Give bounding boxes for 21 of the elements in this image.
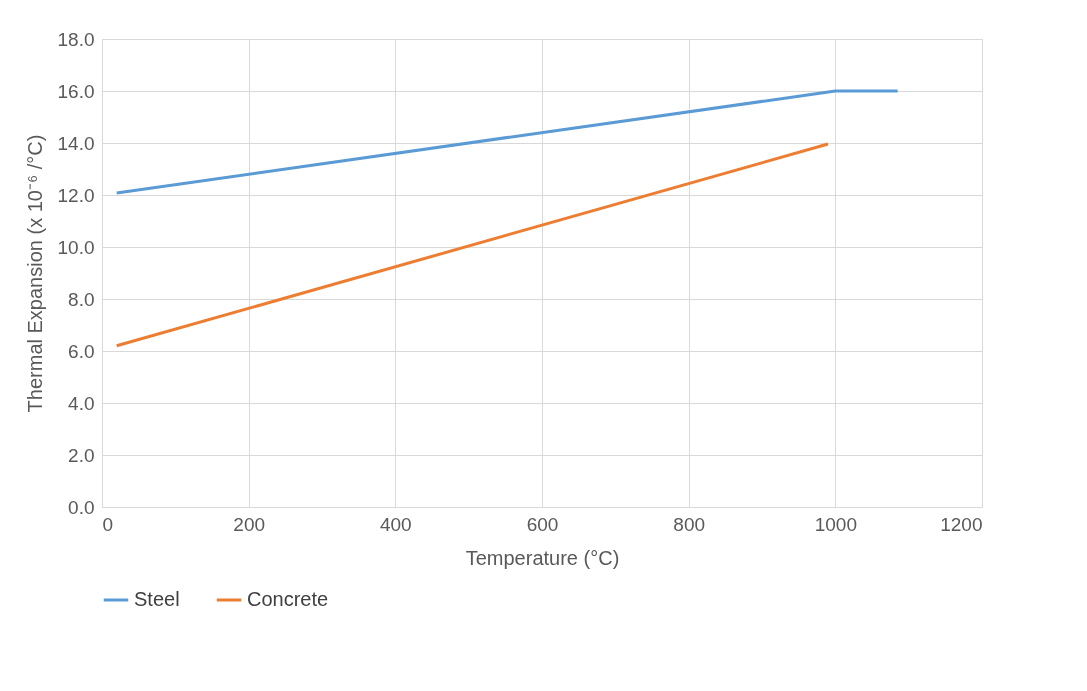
- y-tick-label: 14.0: [57, 132, 95, 154]
- y-tick-label: 0.0: [68, 496, 95, 518]
- x-tick-label: 800: [673, 513, 706, 535]
- x-tick-label: 400: [379, 513, 412, 535]
- y-tick-label: 10.0: [57, 236, 95, 258]
- x-tick-label: 0: [102, 513, 114, 535]
- x-tick-label: 200: [233, 513, 266, 535]
- x-tick-label: 600: [526, 513, 559, 535]
- x-tick-label: 1200: [940, 513, 983, 535]
- x-tick-label: 1000: [814, 513, 857, 535]
- x-axis-title: Temperature (°C): [465, 546, 620, 569]
- y-tick-label: 12.0: [57, 184, 95, 206]
- legend-label: Concrete: [247, 588, 329, 610]
- y-tick-label: 6.0: [68, 340, 95, 362]
- y-tick-label: 4.0: [68, 392, 95, 414]
- legend-label: Steel: [134, 588, 180, 610]
- y-tick-label: 16.0: [57, 80, 95, 102]
- y-tick-label: 2.0: [68, 444, 95, 466]
- y-axis-title: Thermal Expansion (x 10⁻⁶ /°C): [23, 134, 46, 413]
- y-tick-label: 8.0: [68, 288, 95, 310]
- y-tick-label: 18.0: [57, 28, 95, 50]
